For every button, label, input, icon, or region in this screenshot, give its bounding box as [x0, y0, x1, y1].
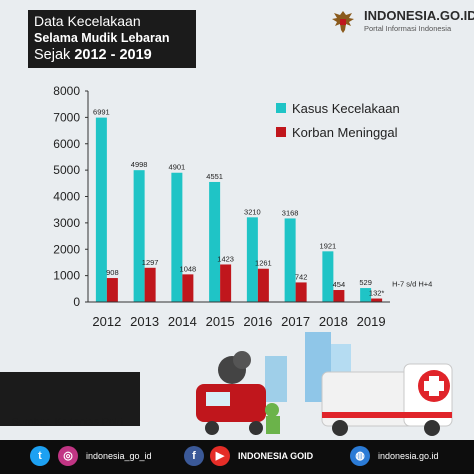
bar-kasus-2015	[209, 181, 221, 302]
legend-swatch	[276, 103, 286, 113]
bar-korban-2016	[257, 268, 269, 302]
accident-illustration	[196, 332, 453, 436]
bar-korban-2015	[220, 264, 232, 302]
bar-korban-2017	[295, 282, 307, 302]
bar-korban-2012	[106, 278, 118, 302]
value-label: 908	[106, 268, 119, 277]
bar-korban-2018	[333, 290, 345, 302]
y-tick-label: 2000	[53, 242, 80, 256]
annotation-text: H-7 s/d H+4	[392, 280, 432, 289]
garuda-icon	[332, 11, 354, 33]
x-axis: 2012 2013 2014 2015 2016 2017 2018 2019	[88, 301, 390, 329]
footer-channel[interactable]: INDONESIA GOID	[238, 451, 314, 461]
legend-label: Korban Meninggal	[292, 125, 398, 140]
bar-korban-2019	[371, 298, 383, 302]
y-tick-label: 1000	[53, 269, 80, 283]
y-tick-label: 0	[73, 295, 80, 309]
x-tick-label: 2013	[130, 314, 159, 329]
title-prefix: Sejak	[34, 47, 75, 63]
value-label: 3168	[282, 208, 299, 217]
brand-subtitle: Portal Informasi Indonesia	[364, 24, 452, 33]
title-line-1: Data Kecelakaan	[34, 13, 141, 29]
title-years: 2012 - 2019	[74, 47, 152, 63]
value-label: 1297	[142, 258, 159, 267]
source-text: Sumber: Korlantas Polri	[12, 416, 123, 428]
y-axis: 0 1000 2000 3000 4000 5000 6000 7000 8000	[53, 84, 89, 309]
x-tick-label: 2015	[206, 314, 235, 329]
value-label: 4998	[131, 160, 148, 169]
value-label: 4551	[206, 172, 223, 181]
twitter-icon[interactable]: t	[30, 446, 50, 466]
value-label: 529	[359, 278, 372, 287]
legend-label: Kasus Kecelakaan	[292, 101, 400, 116]
footer-website[interactable]: indonesia.go.id	[378, 451, 439, 461]
brand-logo[interactable]: INDONESIA.GO.ID Portal Informasi Indones…	[328, 8, 474, 36]
facebook-icon[interactable]: f	[184, 446, 204, 466]
bar-kasus-2016	[246, 217, 258, 302]
y-tick-label: 3000	[53, 216, 80, 230]
title-line-3: Sejak 2012 - 2019	[34, 47, 152, 64]
y-tick-label: 8000	[53, 84, 80, 98]
brand-name: INDONESIA.GO.ID	[364, 8, 474, 23]
globe-icon[interactable]: ◍	[350, 446, 370, 466]
value-label: 132*	[369, 289, 385, 298]
value-label: 1423	[217, 254, 234, 263]
x-tick-label: 2014	[168, 314, 197, 329]
value-label: 742	[295, 272, 308, 281]
value-labels: 6991 908 4998 1297 4901 1048 4551 1423 3210 1261 3…	[93, 108, 384, 298]
footer-handle[interactable]: indonesia_go_id	[86, 451, 152, 461]
x-tick-label: 2019	[357, 314, 386, 329]
youtube-icon[interactable]: ▶	[210, 446, 230, 466]
source-bar	[0, 372, 140, 426]
y-tick-label: 7000	[53, 110, 80, 124]
instagram-icon[interactable]: ◎	[58, 446, 78, 466]
bar-kasus-2017	[284, 218, 296, 302]
y-tick-label: 5000	[53, 163, 80, 177]
value-label: 3210	[244, 207, 261, 216]
bar-kasus-2012	[95, 117, 107, 303]
bar-kasus-2013	[133, 170, 145, 302]
value-label: 4901	[169, 163, 186, 172]
legend: Kasus Kecelakaan Korban Meninggal	[276, 101, 400, 140]
title-block	[28, 10, 196, 68]
bar-kasus-2018	[322, 251, 334, 302]
footer-bar	[0, 440, 474, 474]
y-tick-label: 4000	[53, 190, 80, 204]
y-tick-label: 6000	[53, 137, 80, 151]
bar-korban-2014	[182, 274, 194, 302]
value-label: 6991	[93, 108, 110, 117]
title-line-2: Selama Mudik Lebaran	[34, 31, 170, 45]
bar-korban-2013	[144, 267, 156, 302]
value-label: 1921	[320, 241, 337, 250]
value-label: 454	[333, 280, 346, 289]
bar-kasus-2019	[360, 288, 372, 302]
x-tick-label: 2016	[243, 314, 272, 329]
value-label: 1261	[255, 259, 272, 268]
legend-swatch	[276, 127, 286, 137]
bar-kasus-2014	[171, 172, 183, 302]
bars	[95, 117, 383, 303]
x-tick-label: 2018	[319, 314, 348, 329]
x-tick-label: 2017	[281, 314, 310, 329]
x-tick-label: 2012	[92, 314, 121, 329]
value-label: 1048	[180, 264, 197, 273]
